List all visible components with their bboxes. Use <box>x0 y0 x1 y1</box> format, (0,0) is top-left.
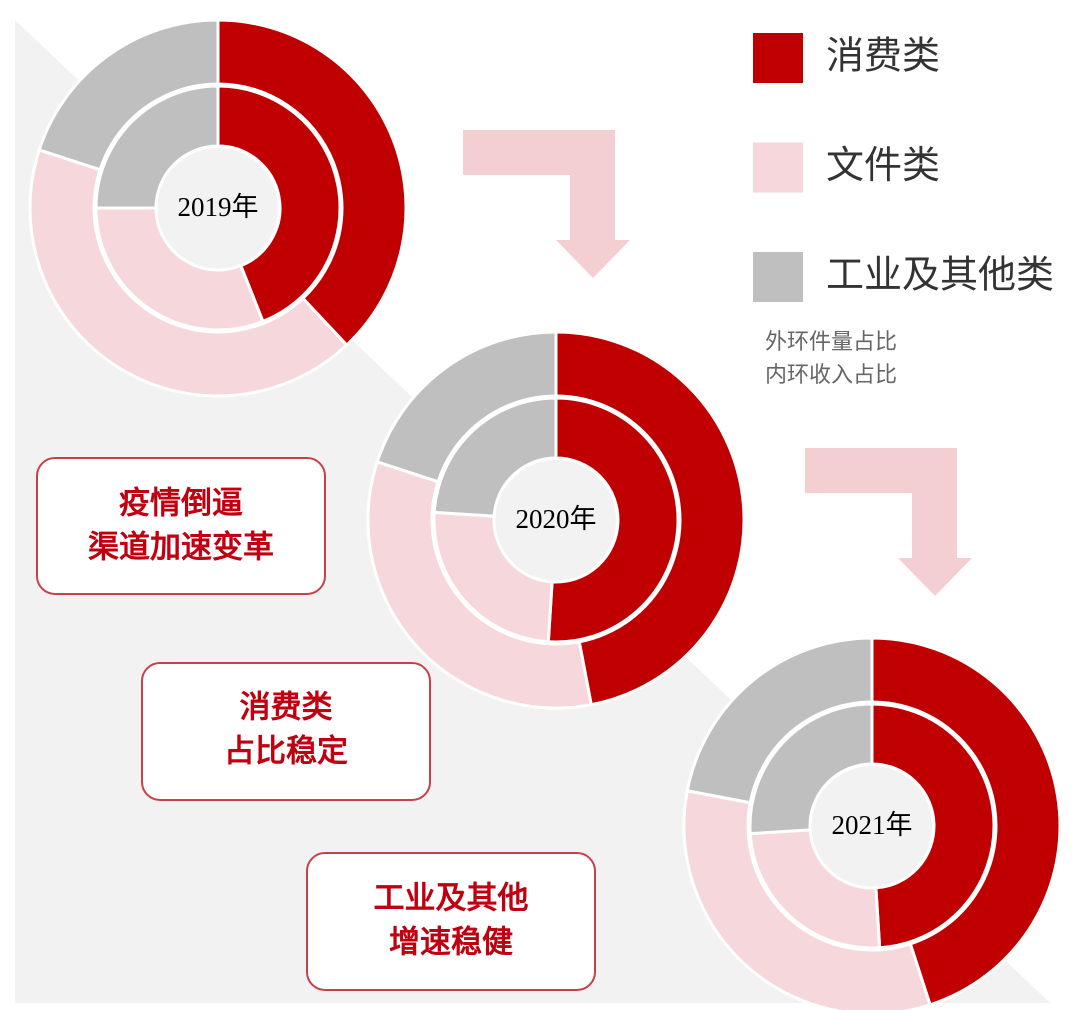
donut-segment <box>216 84 342 324</box>
donut-segment <box>216 18 408 348</box>
donut-title: 2021年 <box>832 810 913 840</box>
callout-text: 消费类 <box>240 690 333 726</box>
callout-text: 渠道加速变革 <box>88 530 274 566</box>
donut-segment <box>870 702 996 950</box>
donut-segment <box>546 396 680 644</box>
callout-text: 增速稳健 <box>389 925 513 961</box>
donut-segment <box>748 702 874 836</box>
callout-box <box>306 852 596 991</box>
donut-segment <box>375 330 558 484</box>
callout-box <box>36 457 326 595</box>
donut-segment <box>366 460 593 710</box>
donut-title: 2019年 <box>178 192 259 222</box>
callout-box <box>141 662 431 801</box>
donut-segment <box>554 330 746 707</box>
callout: 疫情倒逼 渠道加速变革 <box>36 457 326 595</box>
donut-title: 2020年 <box>516 504 597 534</box>
legend-swatch <box>753 252 803 302</box>
donut-segment <box>28 148 349 398</box>
arrow <box>805 448 972 596</box>
donut-segment <box>37 18 220 172</box>
donut-segment <box>432 510 554 644</box>
donut-hole <box>496 460 616 580</box>
donut-segment <box>94 84 220 210</box>
donut-segment <box>682 789 932 1010</box>
donut-segment <box>94 206 265 332</box>
legend-label: 工业及其他类 <box>826 253 1054 297</box>
donut-segment <box>748 828 882 950</box>
legend-swatch <box>753 33 803 83</box>
callout-text: 工业及其他 <box>374 881 529 917</box>
donut-hole <box>158 148 278 268</box>
legend-label: 消费类 <box>826 34 940 78</box>
callout: 消费类 占比稳定 <box>141 662 431 801</box>
note: 内环收入占比 <box>765 363 897 388</box>
donut-segment <box>685 636 874 805</box>
donut-segment <box>432 396 558 518</box>
donut-hole <box>812 766 932 886</box>
legend-label: 文件类 <box>826 143 940 187</box>
callout-text: 疫情倒逼 <box>119 486 243 522</box>
note: 外环件量占比 <box>765 330 897 355</box>
arrow <box>463 130 630 278</box>
callout: 工业及其他 增速稳健 <box>306 852 596 991</box>
callout-text: 占比稳定 <box>224 734 348 770</box>
legend-swatch <box>753 142 803 193</box>
donut-segment <box>870 636 1062 1007</box>
